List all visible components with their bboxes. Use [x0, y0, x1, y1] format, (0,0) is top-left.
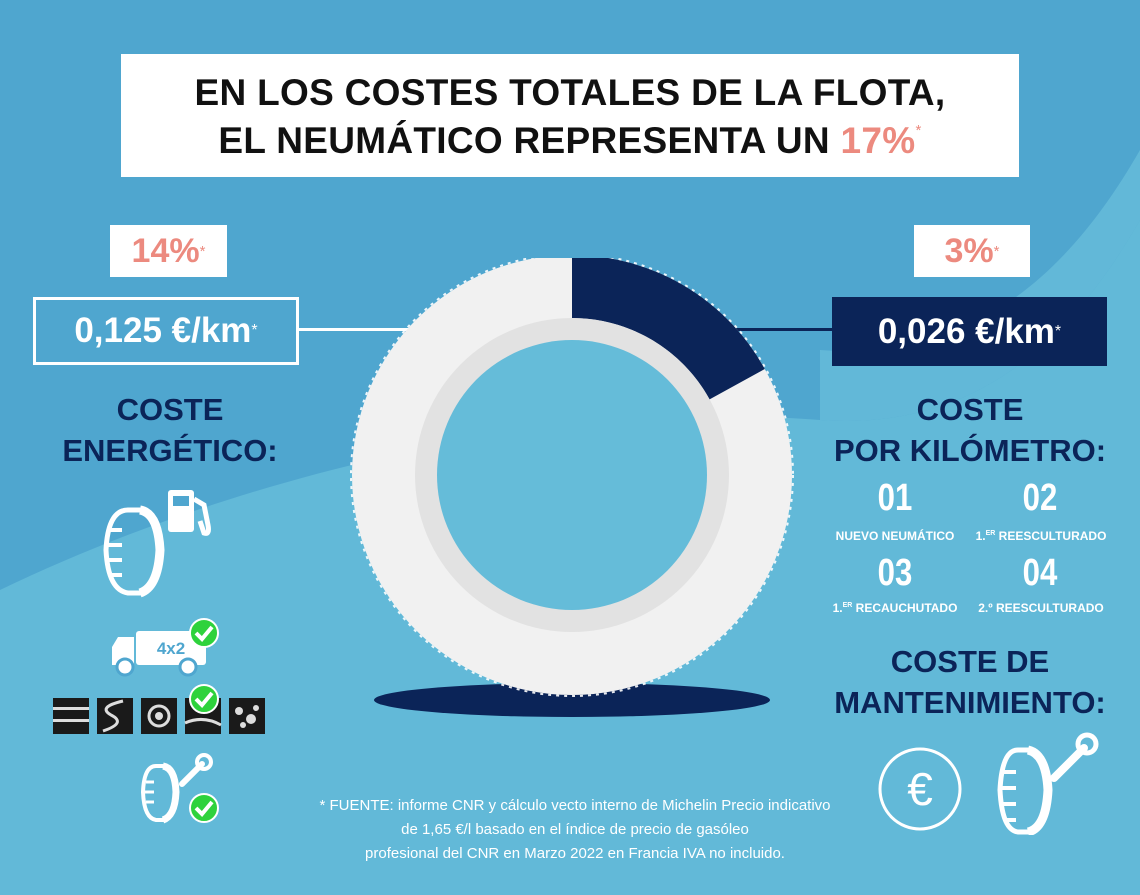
km-heading-line-2: POR KILÓMETRO: — [833, 433, 1107, 468]
tire-highlight-segment — [572, 258, 765, 400]
item-label-04-prefix: 2.º — [978, 601, 993, 615]
energy-percent: 14% — [131, 231, 200, 270]
tire-fuel-pump-icon — [103, 490, 211, 598]
km-percent: 3% — [944, 231, 994, 270]
winding-road-icon — [97, 698, 133, 734]
tire-wrench-icon — [997, 732, 1099, 835]
km-percent-box: 3% * — [914, 225, 1030, 277]
item-number-03: 03 — [877, 552, 913, 594]
title-percent: 17% — [840, 120, 916, 161]
check-icon — [189, 618, 219, 648]
maintenance-heading-line-1: COSTE DE — [890, 644, 1050, 679]
energy-percent-mark: * — [199, 242, 206, 260]
item-label-04-text: REESCULTURADO — [992, 601, 1104, 615]
item-label-02-sup: ER — [985, 530, 996, 537]
item-number-04: 04 — [1022, 552, 1058, 594]
item-label-04: 2.º REESCULTURADO — [951, 601, 1131, 615]
energy-price: 0,125 €/km — [74, 311, 252, 350]
gravel-icon — [229, 698, 265, 734]
item-number-02: 02 — [1022, 477, 1058, 519]
highway-road-icon — [53, 698, 89, 734]
km-percent-mark: * — [993, 242, 1000, 260]
title-footnote-mark: * — [915, 122, 922, 139]
footnote-line-1: * FUENTE: informe CNR y cálculo vecto in… — [319, 797, 831, 814]
euro-icon: € — [878, 747, 962, 831]
footnote-line-3: profesional del CNR en Marzo 2022 en Fra… — [365, 845, 785, 862]
truck-4x2-icon: 4x2 — [112, 631, 206, 677]
energy-heading-line-2: ENERGÉTICO: — [62, 433, 278, 468]
title-line-2-prefix: EL NEUMÁTICO REPRESENTA UN — [218, 120, 841, 161]
tire-shadow — [374, 683, 770, 717]
truck-label: 4x2 — [157, 639, 185, 658]
svg-text:€: € — [907, 763, 933, 815]
energy-price-box: 0,125 €/km * — [33, 297, 299, 365]
item-number-01: 01 — [877, 477, 913, 519]
km-heading: COSTE POR KILÓMETRO: — [810, 389, 1130, 471]
item-label-01-text: NUEVO NEUMÁTICO — [835, 529, 955, 543]
tire-hole — [437, 340, 707, 610]
maintenance-heading-line-2: MANTENIMIENTO: — [834, 685, 1106, 720]
item-label-02: 1.ER REESCULTURADO — [951, 529, 1131, 543]
km-heading-line-1: COSTE — [916, 392, 1024, 427]
energy-heading: COSTE ENERGÉTICO: — [30, 389, 310, 471]
title-line-1: EN LOS COSTES TOTALES DE LA FLOTA, — [194, 72, 946, 113]
energy-connector-line — [299, 328, 411, 331]
title-box: EN LOS COSTES TOTALES DE LA FLOTA, EL NE… — [121, 54, 1019, 177]
footnote: * FUENTE: informe CNR y cálculo vecto in… — [280, 794, 870, 866]
km-connector-line — [728, 328, 832, 331]
km-price-mark: * — [1054, 322, 1062, 340]
item-label-03-prefix: 1. — [832, 601, 843, 615]
roundabout-icon — [141, 698, 177, 734]
footnote-line-2: de 1,65 €/l basado en el índice de preci… — [401, 821, 749, 838]
km-price: 0,026 €/km — [877, 311, 1055, 351]
km-price-box: 0,026 €/km * — [832, 297, 1107, 366]
item-label-03-text: RECAUCHUTADO — [852, 601, 958, 615]
energy-heading-line-1: COSTE — [116, 392, 224, 427]
item-label-03: 1.ER RECAUCHUTADO — [805, 601, 985, 615]
check-icon — [189, 793, 219, 823]
item-label-03-sup: ER — [842, 602, 853, 609]
item-label-02-prefix: 1. — [975, 529, 986, 543]
tire-wrench-icon — [140, 753, 213, 824]
road-type-icons — [53, 698, 265, 734]
tire-donut-chart — [350, 258, 794, 717]
maintenance-heading: COSTE DE MANTENIMIENTO: — [810, 641, 1130, 723]
check-icon — [189, 684, 219, 714]
item-label-01: NUEVO NEUMÁTICO — [805, 529, 985, 543]
energy-percent-box: 14% * — [110, 225, 227, 277]
energy-price-mark: * — [251, 322, 258, 339]
title-line-2: EL NEUMÁTICO REPRESENTA UN 17%* — [121, 120, 1019, 162]
item-label-02-text: REESCULTURADO — [995, 529, 1107, 543]
